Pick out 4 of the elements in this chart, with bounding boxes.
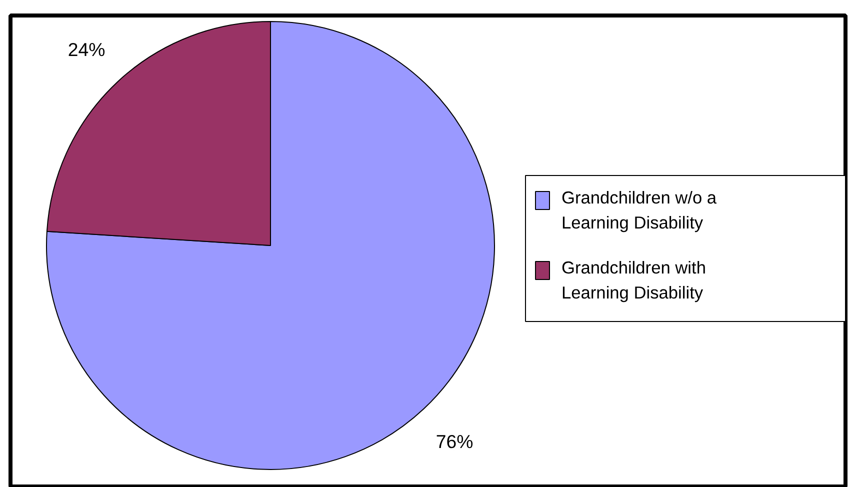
- legend-label: Grandchildren with Learning Disability: [562, 258, 706, 302]
- legend-label: Grandchildren w/o a Learning Disability: [562, 188, 717, 232]
- data-label: 76%: [436, 430, 474, 452]
- data-label: 24%: [68, 39, 106, 60]
